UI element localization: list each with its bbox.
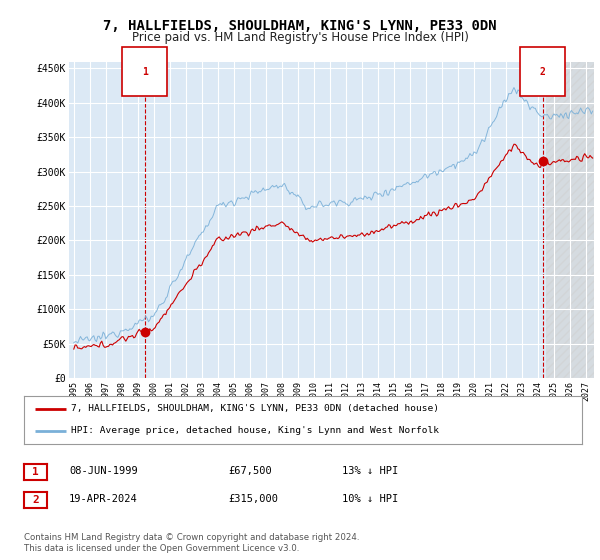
Text: 19-APR-2024: 19-APR-2024 (69, 494, 138, 504)
Text: Contains HM Land Registry data © Crown copyright and database right 2024.
This d: Contains HM Land Registry data © Crown c… (24, 533, 359, 553)
Text: 7, HALLFIELDS, SHOULDHAM, KING'S LYNN, PE33 0DN (detached house): 7, HALLFIELDS, SHOULDHAM, KING'S LYNN, P… (71, 404, 439, 413)
Text: 7, HALLFIELDS, SHOULDHAM, KING'S LYNN, PE33 0DN: 7, HALLFIELDS, SHOULDHAM, KING'S LYNN, P… (103, 19, 497, 33)
Text: 1: 1 (32, 467, 39, 477)
Text: 13% ↓ HPI: 13% ↓ HPI (342, 466, 398, 476)
Text: 2: 2 (32, 495, 39, 505)
Text: £315,000: £315,000 (228, 494, 278, 504)
Text: 1: 1 (142, 67, 148, 77)
Text: 2: 2 (539, 67, 545, 77)
Text: £67,500: £67,500 (228, 466, 272, 476)
Text: 10% ↓ HPI: 10% ↓ HPI (342, 494, 398, 504)
Bar (546, 62, 594, 378)
Text: Price paid vs. HM Land Registry's House Price Index (HPI): Price paid vs. HM Land Registry's House … (131, 31, 469, 44)
Text: HPI: Average price, detached house, King's Lynn and West Norfolk: HPI: Average price, detached house, King… (71, 426, 439, 435)
Text: 08-JUN-1999: 08-JUN-1999 (69, 466, 138, 476)
